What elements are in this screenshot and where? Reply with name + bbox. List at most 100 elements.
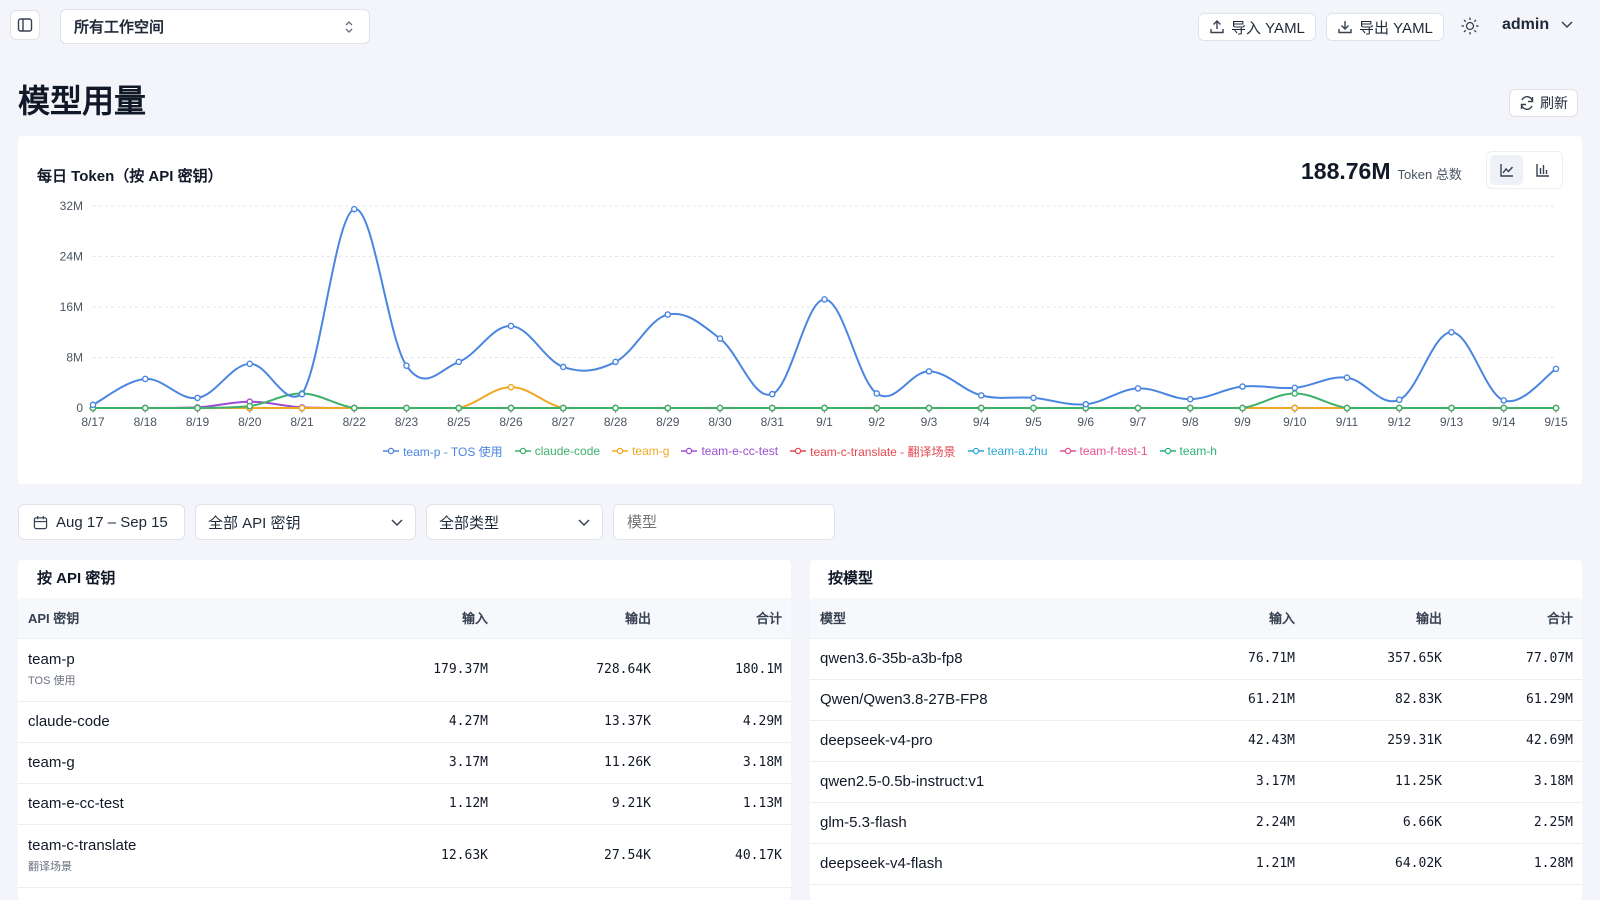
calendar-icon — [33, 515, 48, 529]
table-row[interactable]: team-c-translate 翻译场景 12.63K 27.54K 40.1… — [18, 824, 791, 887]
key-name: team-p — [28, 651, 75, 668]
x-tick-label: 8/17 — [81, 415, 105, 429]
key-output: 27.54K — [604, 848, 651, 863]
table-row[interactable]: qwen2.5-0.5b-instruct:v1 3.17M 11.25K 3.… — [810, 761, 1582, 802]
data-point — [1395, 396, 1403, 404]
table-row[interactable]: deepseek-v4-flash 1.21M 64.02K 1.28M — [810, 843, 1582, 884]
data-point — [873, 390, 881, 397]
legend-label: team-p - TOS 使用 — [403, 444, 503, 459]
y-tick-label: 8M — [66, 351, 83, 365]
date-range-picker[interactable]: Aug 17 – Sep 15 — [18, 504, 185, 540]
workspace-select[interactable]: 所有工作空间 — [60, 9, 370, 44]
legend-label: team-e-cc-test — [701, 444, 779, 458]
x-tick-label: 8/25 — [447, 415, 471, 429]
type-select[interactable]: 全部类型 — [426, 504, 603, 540]
col-header-model: 模型 — [820, 611, 847, 627]
model-output: 64.02K — [1395, 856, 1442, 871]
x-tick-label: 9/13 — [1440, 415, 1464, 429]
table-row[interactable]: qwen3.6-35b-a3b-fp8 76.71M 357.65K 77.07… — [810, 638, 1582, 679]
chart-legend: team-p - TOS 使用 claude-code team-g team-e-c… — [18, 442, 1582, 460]
table-row[interactable]: claude-code 4.27M 13.37K 4.29M — [18, 701, 791, 742]
series-line — [92, 208, 1557, 406]
model-input: 61.21M — [1248, 692, 1295, 707]
legend-label: team-g — [632, 444, 670, 458]
theme-toggle-button[interactable] — [1460, 16, 1482, 38]
data-point — [455, 404, 463, 412]
model-name: deepseek-v4-pro — [820, 732, 933, 749]
data-point — [298, 404, 306, 412]
by-api-key-table: API 密钥 输入 输出 合计 team-p TOS 使用 179.37M 72… — [18, 598, 791, 900]
key-total: 180.1M — [735, 662, 782, 677]
legend-item[interactable]: claude-code — [514, 444, 600, 458]
model-total: 1.28M — [1533, 856, 1573, 871]
col-header-total: 合计 — [1546, 611, 1573, 627]
data-point — [350, 404, 358, 412]
legend-marker-icon — [790, 447, 807, 455]
x-tick-label: 8/27 — [552, 415, 576, 429]
data-point — [246, 402, 254, 410]
legend-item[interactable]: team-h — [1159, 444, 1217, 458]
api-key-select[interactable]: 全部 API 密钥 — [195, 504, 416, 540]
sidebar-toggle-button[interactable] — [10, 10, 40, 40]
x-tick-label: 8/21 — [290, 415, 314, 429]
table-row[interactable]: glm-5.3-flash 2.24M 6.66K 2.25M — [810, 802, 1582, 843]
x-tick-label: 8/30 — [708, 415, 732, 429]
table-row[interactable]: team-p TOS 使用 179.37M 728.64K 180.1M — [18, 638, 791, 701]
model-output: 6.66K — [1402, 815, 1442, 830]
legend-marker-icon — [383, 447, 400, 455]
export-yaml-button[interactable]: 导出 YAML — [1326, 13, 1444, 41]
legend-item[interactable]: team-a.zhu — [967, 444, 1048, 458]
model-input: 1.21M — [1255, 856, 1295, 871]
x-tick-label: 8/29 — [656, 415, 680, 429]
chevron-down-icon — [1561, 21, 1573, 29]
table-row[interactable]: team-g 3.17M 11.26K 3.18M — [18, 742, 791, 783]
legend-item[interactable]: team-e-cc-test — [681, 444, 778, 458]
data-point — [1239, 383, 1246, 390]
legend-item[interactable]: team-c-translate - 翻译场景 — [790, 443, 956, 460]
x-tick-label: 8/20 — [238, 415, 262, 429]
data-point — [298, 390, 306, 398]
line-chart-toggle[interactable] — [1490, 155, 1523, 185]
data-point — [403, 404, 410, 412]
legend-item[interactable]: team-p - TOS 使用 — [383, 443, 503, 460]
legend-item[interactable]: team-g — [612, 444, 669, 458]
x-tick-label: 9/11 — [1336, 415, 1359, 429]
data-point — [612, 404, 619, 412]
data-point — [1448, 404, 1455, 412]
y-tick-label: 0 — [76, 401, 83, 415]
x-tick-label: 9/1 — [816, 415, 833, 429]
import-yaml-button[interactable]: 导入 YAML — [1198, 13, 1316, 41]
key-input: 12.63K — [441, 848, 488, 863]
daily-token-card: 每日 Token（按 API 密钥） 188.76M Token 总数 0 8M 1… — [18, 136, 1582, 484]
data-point — [1030, 394, 1037, 402]
date-range-label: Aug 17 – Sep 15 — [56, 513, 168, 531]
table-row[interactable]: Qwen/Qwen3.8-27B-FP8 61.21M 82.83K 61.29… — [810, 679, 1582, 720]
legend-marker-icon — [967, 447, 984, 455]
legend-item[interactable]: team-f-test-1 — [1059, 444, 1148, 458]
key-total: 1.13M — [742, 796, 782, 811]
col-header-output: 输出 — [624, 611, 651, 627]
data-point — [977, 392, 985, 399]
model-total: 3.18M — [1533, 774, 1573, 789]
table-row[interactable]: team-e-cc-test 1.12M 9.21K 1.13M — [18, 783, 791, 824]
refresh-button[interactable]: 刷新 — [1509, 89, 1578, 117]
refresh-icon — [1520, 96, 1534, 110]
x-tick-label: 9/15 — [1544, 415, 1568, 429]
chevron-down-icon — [391, 519, 403, 527]
by-model-table: 模型 输入 输出 合计 qwen3.6-35b-a3b-fp8 76.71M 3… — [810, 598, 1582, 900]
x-tick-label: 9/5 — [1025, 415, 1042, 429]
data-point — [873, 404, 881, 412]
data-point — [507, 322, 515, 330]
data-point — [1082, 400, 1090, 408]
model-output: 259.31K — [1387, 733, 1442, 748]
data-point — [925, 368, 933, 375]
x-tick-label: 8/31 — [761, 415, 785, 429]
bar-chart-toggle[interactable] — [1526, 155, 1559, 185]
model-filter-input[interactable] — [613, 504, 835, 540]
key-total: 40.17K — [735, 848, 782, 863]
table-row[interactable]: deepseek-v4-pro 42.43M 259.31K 42.69M — [810, 720, 1582, 761]
data-point — [821, 404, 828, 412]
data-point — [1500, 404, 1508, 412]
import-yaml-label: 导入 YAML — [1231, 19, 1305, 37]
user-menu[interactable]: admin — [1502, 16, 1573, 34]
